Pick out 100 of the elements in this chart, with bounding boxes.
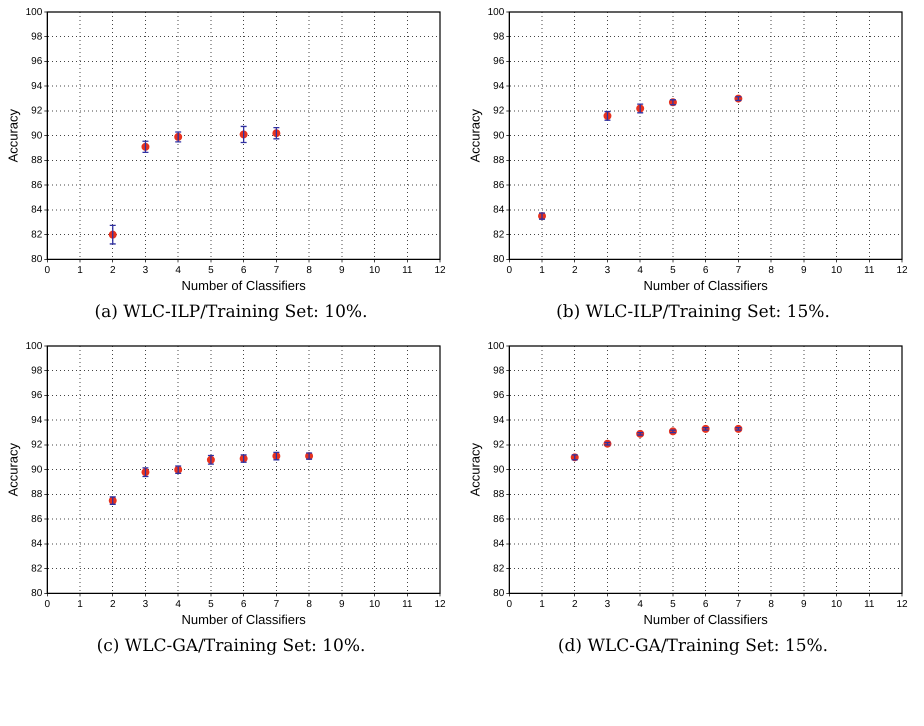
y-tick-label: 100: [488, 340, 505, 352]
x-tick-label: 11: [864, 265, 875, 276]
x-tick-label: 10: [830, 599, 843, 610]
x-tick-label: 1: [77, 599, 84, 610]
x-tick-label: 1: [77, 265, 84, 276]
y-tick-label: 98: [31, 365, 43, 376]
y-axis-title: Accuracy: [467, 442, 482, 496]
y-tick-label: 94: [493, 80, 505, 92]
y-axis-title: Accuracy: [5, 108, 20, 162]
x-tick-label: 2: [572, 265, 578, 276]
y-tick-label: 84: [493, 538, 505, 550]
x-tick-label: 12: [896, 599, 908, 610]
y-tick-label: 90: [31, 130, 43, 142]
x-tick-label: 12: [434, 265, 446, 276]
x-tick-label: 2: [110, 265, 116, 276]
x-tick-label: 2: [572, 599, 578, 610]
x-tick-label: 11: [864, 599, 875, 610]
text: (c) WLC-GA/Training Set: 10%.: [96, 636, 366, 656]
x-tick-label: 5: [208, 599, 214, 610]
x-tick-label: 4: [175, 599, 182, 610]
y-tick-label: 82: [493, 229, 505, 240]
y-tick-label: 90: [31, 464, 43, 476]
y-tick-label: 94: [493, 414, 505, 426]
y-tick-label: 82: [31, 563, 43, 574]
x-tick-label: 6: [240, 599, 247, 610]
x-axis-title: Number of Classifiers: [644, 278, 768, 293]
y-tick-label: 92: [31, 440, 43, 451]
x-tick-label: 10: [830, 265, 843, 276]
x-tick-label: 9: [801, 265, 808, 276]
y-tick-label: 88: [493, 155, 505, 166]
x-tick-label: 10: [368, 265, 381, 276]
x-tick-label: 6: [240, 265, 247, 276]
y-tick-label: 80: [31, 254, 43, 266]
y-tick-label: 86: [493, 180, 505, 191]
y-tick-label: 80: [493, 254, 505, 266]
y-tick-label: 90: [493, 130, 505, 142]
y-tick-label: 84: [31, 538, 43, 550]
y-tick-label: 100: [26, 6, 43, 18]
y-tick-label: 84: [493, 204, 505, 216]
x-tick-label: 9: [801, 599, 808, 610]
x-tick-label: 12: [896, 265, 908, 276]
y-tick-label: 82: [31, 229, 43, 240]
x-tick-label: 9: [339, 599, 346, 610]
x-tick-label: 7: [736, 599, 742, 610]
y-tick-label: 96: [493, 390, 505, 402]
x-tick-label: 1: [539, 265, 546, 276]
y-tick-label: 100: [26, 340, 43, 352]
x-tick-label: 0: [44, 265, 51, 276]
y-tick-label: 90: [493, 464, 505, 476]
x-tick-label: 10: [368, 599, 381, 610]
x-tick-label: 8: [306, 265, 312, 276]
x-axis-title: Number of Classifiers: [644, 612, 768, 627]
text: (d) WLC-GA/Training Set: 15%.: [556, 636, 830, 656]
x-tick-label: 5: [208, 265, 214, 276]
y-axis-title: Accuracy: [467, 108, 482, 162]
x-tick-label: 6: [702, 599, 709, 610]
x-tick-label: 3: [142, 265, 149, 276]
x-axis-title: Number of Classifiers: [182, 278, 306, 293]
y-tick-label: 88: [31, 489, 43, 500]
x-axis-title: Number of Classifiers: [182, 612, 306, 627]
x-tick-label: 8: [768, 265, 774, 276]
x-tick-label: 4: [175, 265, 182, 276]
x-tick-label: 8: [306, 599, 312, 610]
x-tick-label: 4: [637, 599, 644, 610]
y-tick-label: 92: [31, 106, 43, 117]
y-tick-label: 88: [493, 489, 505, 500]
x-tick-label: 3: [604, 599, 611, 610]
y-tick-label: 96: [493, 56, 505, 68]
y-tick-label: 84: [31, 204, 43, 216]
y-tick-label: 98: [31, 31, 43, 42]
x-tick-label: 2: [110, 599, 116, 610]
y-tick-label: 88: [31, 155, 43, 166]
x-tick-label: 3: [142, 599, 149, 610]
x-tick-label: 0: [44, 599, 51, 610]
x-tick-label: 12: [434, 599, 446, 610]
x-tick-label: 5: [670, 265, 676, 276]
text: (a) WLC-ILP/Training Set: 10%.: [93, 302, 368, 322]
y-tick-label: 98: [493, 31, 505, 42]
x-tick-label: 1: [539, 599, 546, 610]
y-tick-label: 82: [493, 563, 505, 574]
y-tick-label: 86: [493, 514, 505, 525]
y-tick-label: 80: [493, 588, 505, 600]
x-tick-label: 7: [274, 599, 280, 610]
x-tick-label: 9: [339, 265, 346, 276]
y-tick-label: 98: [493, 365, 505, 376]
y-tick-label: 96: [31, 56, 43, 68]
x-tick-label: 6: [702, 265, 709, 276]
y-tick-label: 86: [31, 514, 43, 525]
text: (b) WLC-ILP/Training Set: 15%.: [555, 302, 831, 322]
x-tick-label: 5: [670, 599, 676, 610]
x-tick-label: 11: [402, 265, 413, 276]
x-tick-label: 0: [506, 599, 513, 610]
x-tick-label: 7: [274, 265, 280, 276]
x-tick-label: 3: [604, 265, 611, 276]
y-tick-label: 100: [488, 6, 505, 18]
y-axis-title: Accuracy: [5, 442, 20, 496]
y-tick-label: 94: [31, 80, 43, 92]
y-tick-label: 92: [493, 440, 505, 451]
y-tick-label: 92: [493, 106, 505, 117]
x-tick-label: 0: [506, 265, 513, 276]
